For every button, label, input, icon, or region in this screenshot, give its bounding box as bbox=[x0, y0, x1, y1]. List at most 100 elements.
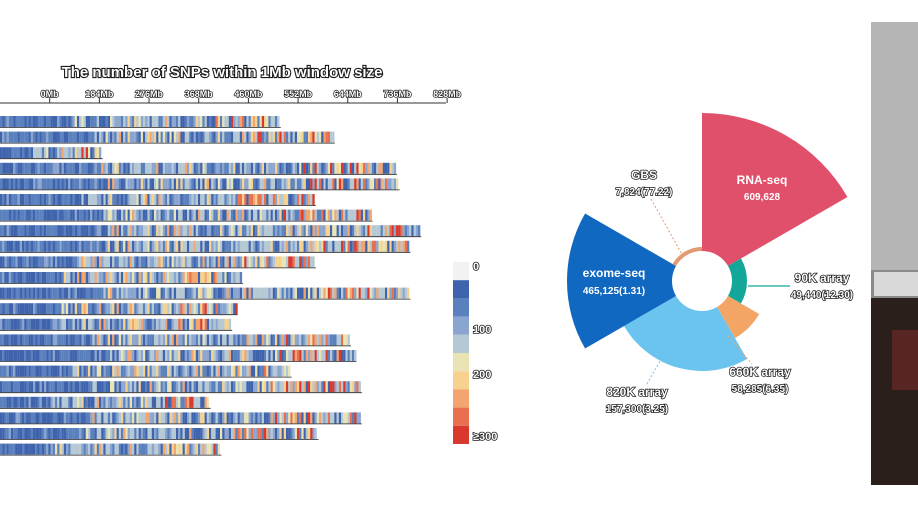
heatmap-cell bbox=[305, 209, 309, 221]
heatmap-cell bbox=[231, 162, 234, 174]
heatmap-cell bbox=[90, 178, 93, 190]
heatmap-cell bbox=[319, 381, 322, 393]
heatmap-cell bbox=[171, 162, 174, 174]
heatmap-cell bbox=[85, 396, 89, 408]
heatmap-cell bbox=[158, 131, 161, 143]
heatmap-cell bbox=[182, 209, 185, 221]
heatmap-cell bbox=[191, 116, 194, 127]
heatmap-cell bbox=[281, 225, 284, 237]
heatmap-cell bbox=[99, 303, 102, 315]
heatmap-cell bbox=[222, 272, 225, 283]
heatmap-cell bbox=[213, 116, 216, 127]
heatmap-cell bbox=[239, 350, 243, 361]
heatmap-cell bbox=[160, 131, 163, 143]
heatmap-cell bbox=[8, 443, 12, 455]
heatmap-cell bbox=[290, 240, 293, 252]
heatmap-cell bbox=[173, 131, 177, 143]
heatmap-cell bbox=[17, 116, 20, 127]
heatmap-cell bbox=[330, 178, 333, 190]
heatmap-cell bbox=[6, 318, 9, 330]
heatmap-cell bbox=[132, 194, 135, 205]
heatmap-cell bbox=[283, 131, 287, 143]
heatmap-cell bbox=[178, 443, 181, 455]
heatmap-cell bbox=[72, 272, 75, 283]
heatmap-cell bbox=[147, 256, 150, 268]
heatmap-cell bbox=[235, 428, 238, 439]
heatmap-cell bbox=[79, 256, 82, 268]
heatmap-cell bbox=[19, 256, 23, 268]
heatmap-cell bbox=[237, 272, 240, 283]
heatmap-cell bbox=[2, 256, 5, 268]
heatmap-cell bbox=[50, 272, 53, 283]
heatmap-cell bbox=[134, 334, 137, 346]
heatmap-cell bbox=[63, 162, 67, 174]
heatmap-cell bbox=[211, 428, 214, 439]
heatmap-cell bbox=[143, 412, 146, 424]
heatmap-cell bbox=[70, 162, 73, 174]
heatmap-cell bbox=[327, 209, 331, 221]
heatmap-cell bbox=[167, 350, 170, 361]
heatmap-cell bbox=[178, 225, 181, 237]
heatmap-cell bbox=[17, 240, 20, 252]
heatmap-cell bbox=[46, 240, 49, 252]
heatmap-cell bbox=[239, 194, 243, 205]
heatmap-cell bbox=[248, 334, 251, 346]
heatmap-cell bbox=[204, 428, 207, 439]
heatmap-cell bbox=[286, 209, 289, 221]
heatmap-cell bbox=[180, 256, 183, 268]
heatmap-cell bbox=[173, 396, 177, 408]
heatmap-cell bbox=[138, 240, 141, 252]
heatmap-cell bbox=[8, 287, 12, 299]
heatmap-cell bbox=[127, 272, 130, 283]
heatmap-cell bbox=[17, 162, 20, 174]
heatmap-cell bbox=[52, 303, 56, 315]
heatmap-cell bbox=[233, 209, 236, 221]
heatmap-cell bbox=[4, 162, 7, 174]
value-660k-array: 58,285(6.35) bbox=[732, 384, 789, 395]
heatmap-cell bbox=[178, 272, 181, 283]
heatmap-cell bbox=[149, 428, 152, 439]
heatmap-cell bbox=[250, 131, 254, 143]
heatmap-cell bbox=[24, 334, 27, 346]
heatmap-cell bbox=[72, 412, 75, 424]
heatmap-cell bbox=[19, 131, 23, 143]
heatmap-cell bbox=[140, 225, 144, 237]
heatmap-cell bbox=[74, 256, 78, 268]
heatmap-cell bbox=[367, 209, 370, 221]
heatmap-cell bbox=[114, 303, 117, 315]
heatmap-cell bbox=[334, 287, 337, 299]
heatmap-cell bbox=[136, 162, 139, 174]
heatmap-cell bbox=[233, 194, 236, 205]
heatmap-cell bbox=[132, 318, 135, 330]
heatmap-cell bbox=[92, 131, 95, 143]
heatmap-cell bbox=[332, 131, 335, 143]
heatmap-cell bbox=[288, 178, 291, 190]
heatmap-cell bbox=[228, 412, 232, 424]
heatmap-cell bbox=[121, 116, 124, 127]
heatmap-cell bbox=[149, 194, 152, 205]
heatmap-cell bbox=[66, 396, 69, 408]
heatmap-cell bbox=[96, 116, 100, 127]
heatmap-cell bbox=[143, 334, 146, 346]
heatmap-cell bbox=[246, 334, 249, 346]
heatmap-cell bbox=[11, 225, 14, 237]
heatmap-cell bbox=[48, 443, 51, 455]
heatmap-cell bbox=[147, 162, 150, 174]
heatmap-cell bbox=[299, 131, 302, 143]
heatmap-cell bbox=[242, 225, 245, 237]
heatmap-cell bbox=[138, 318, 141, 330]
heatmap-cell bbox=[70, 287, 73, 299]
heatmap-cell bbox=[26, 365, 29, 377]
heatmap-cell bbox=[17, 318, 20, 330]
heatmap-cell bbox=[48, 365, 51, 377]
heatmap-cell bbox=[217, 240, 221, 252]
heatmap-cell bbox=[266, 131, 269, 143]
heatmap-cell bbox=[158, 225, 161, 237]
heatmap-cell bbox=[46, 287, 49, 299]
heatmap-cell bbox=[209, 209, 212, 221]
heatmap-cell bbox=[323, 287, 326, 299]
heatmap-cell bbox=[145, 303, 148, 315]
heatmap-cell bbox=[132, 396, 135, 408]
heatmap-cell bbox=[330, 334, 333, 346]
heatmap-cell bbox=[178, 428, 181, 439]
